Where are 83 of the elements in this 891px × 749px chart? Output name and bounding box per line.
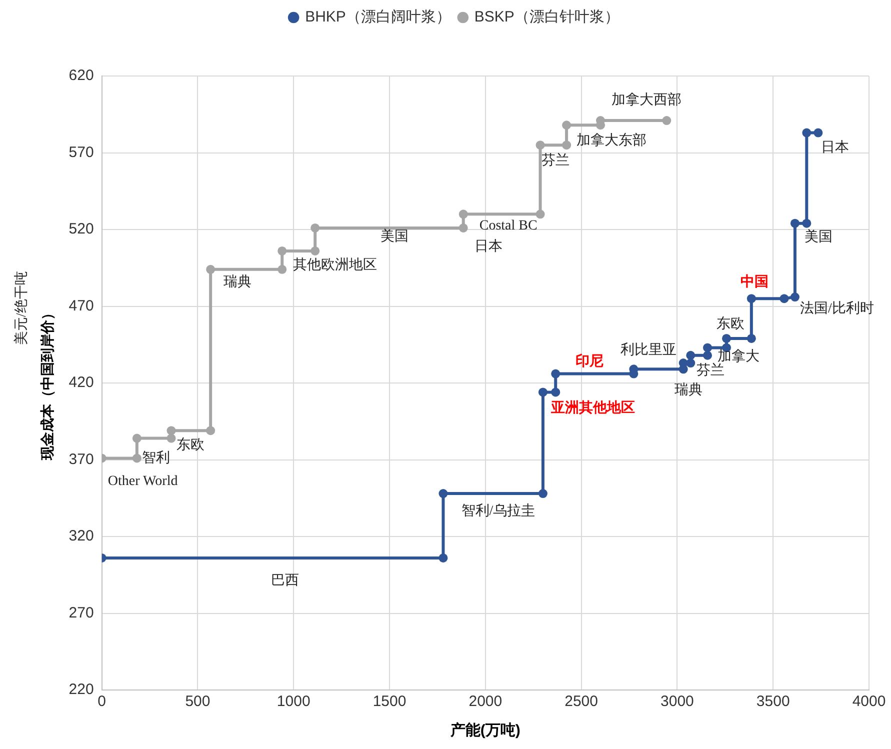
point [790,292,800,302]
point [132,434,142,443]
annotation: 智利 [142,450,170,466]
x-tick-label: 2500 [564,693,598,710]
annotation: Costal BC [479,218,538,234]
y-tick-label: 420 [68,374,94,392]
x-tick-label: 4000 [852,693,886,710]
annotation: Other World [108,474,178,489]
annotation: 瑞典 [674,382,702,398]
point [132,454,142,463]
point [438,489,448,498]
annotation: 东欧 [716,316,744,332]
point [536,140,545,150]
y-tick-label: 270 [68,604,94,622]
y-tick-label: 470 [68,297,94,314]
annotation: 加拿大东部 [576,132,647,149]
point [703,343,712,352]
point [278,246,287,256]
point [662,116,672,126]
annotation: 日本 [474,238,502,255]
annotation: 亚洲其他地区 [550,400,635,416]
point [538,489,548,498]
point [686,350,696,360]
point [562,140,572,150]
y-tick-label: 320 [68,528,94,545]
point [802,128,812,138]
y-tick-label: 620 [68,67,94,84]
y-tick-label: 370 [68,450,94,468]
annotation: 芬兰 [541,152,570,169]
point [722,334,731,343]
x-tick-label: 0 [98,693,106,710]
point [310,246,320,256]
point [166,426,176,436]
point [458,210,468,219]
x-tick-label: 2000 [468,693,502,710]
x-tick-label: 3000 [660,693,694,710]
point [206,264,216,274]
point [746,294,756,304]
y-tick-label: 220 [68,681,94,698]
annotation: 东欧 [176,436,204,453]
point [562,120,572,130]
annotation: 加拿大西部 [611,92,682,108]
x-tick-label: 1000 [276,693,310,710]
point [814,128,823,138]
point [703,350,712,360]
text: 美元/绝干吨 [14,271,30,345]
annotation: 美国 [380,228,408,245]
y-tick-label: 570 [68,144,94,161]
point [790,218,800,228]
point [802,218,812,228]
x-tick-label: 500 [185,693,210,710]
y-axis-title: 现金成本（中国到岸价） [40,306,56,461]
annotation: 中国 [740,274,768,290]
x-axis-title: 产能(万吨) [449,722,520,740]
annotation: 其他欧洲地区 [293,257,378,274]
annotation: 日本 [821,139,850,156]
annotation: 加拿大 [718,348,760,364]
annotation: 印尼 [576,353,604,370]
point [206,426,216,436]
annotation: 瑞典 [224,274,252,290]
point [166,434,176,443]
point [438,553,448,562]
point [551,388,560,397]
point [746,334,756,343]
point [686,358,696,368]
point [310,223,320,232]
point [458,223,468,232]
legend-label: BSKP（漂白针叶浆） [474,8,620,26]
point [551,369,560,378]
annotation: 巴西 [271,574,300,589]
x-tick-label: 1500 [372,693,406,710]
y-tick-label: 520 [68,220,94,238]
point [780,294,789,304]
annotation: 利比里亚 [620,342,677,358]
point [536,210,545,219]
legend-label: BHKP（漂白阔叶浆） [305,8,451,26]
annotation: 芬兰 [696,362,725,379]
point [278,264,287,274]
annotation: 法国/比利时 [800,300,874,317]
annotation: 智利/乌拉圭 [461,503,536,520]
point [538,388,548,397]
x-tick-label: 3500 [756,693,790,710]
annotation: 美国 [804,229,833,246]
